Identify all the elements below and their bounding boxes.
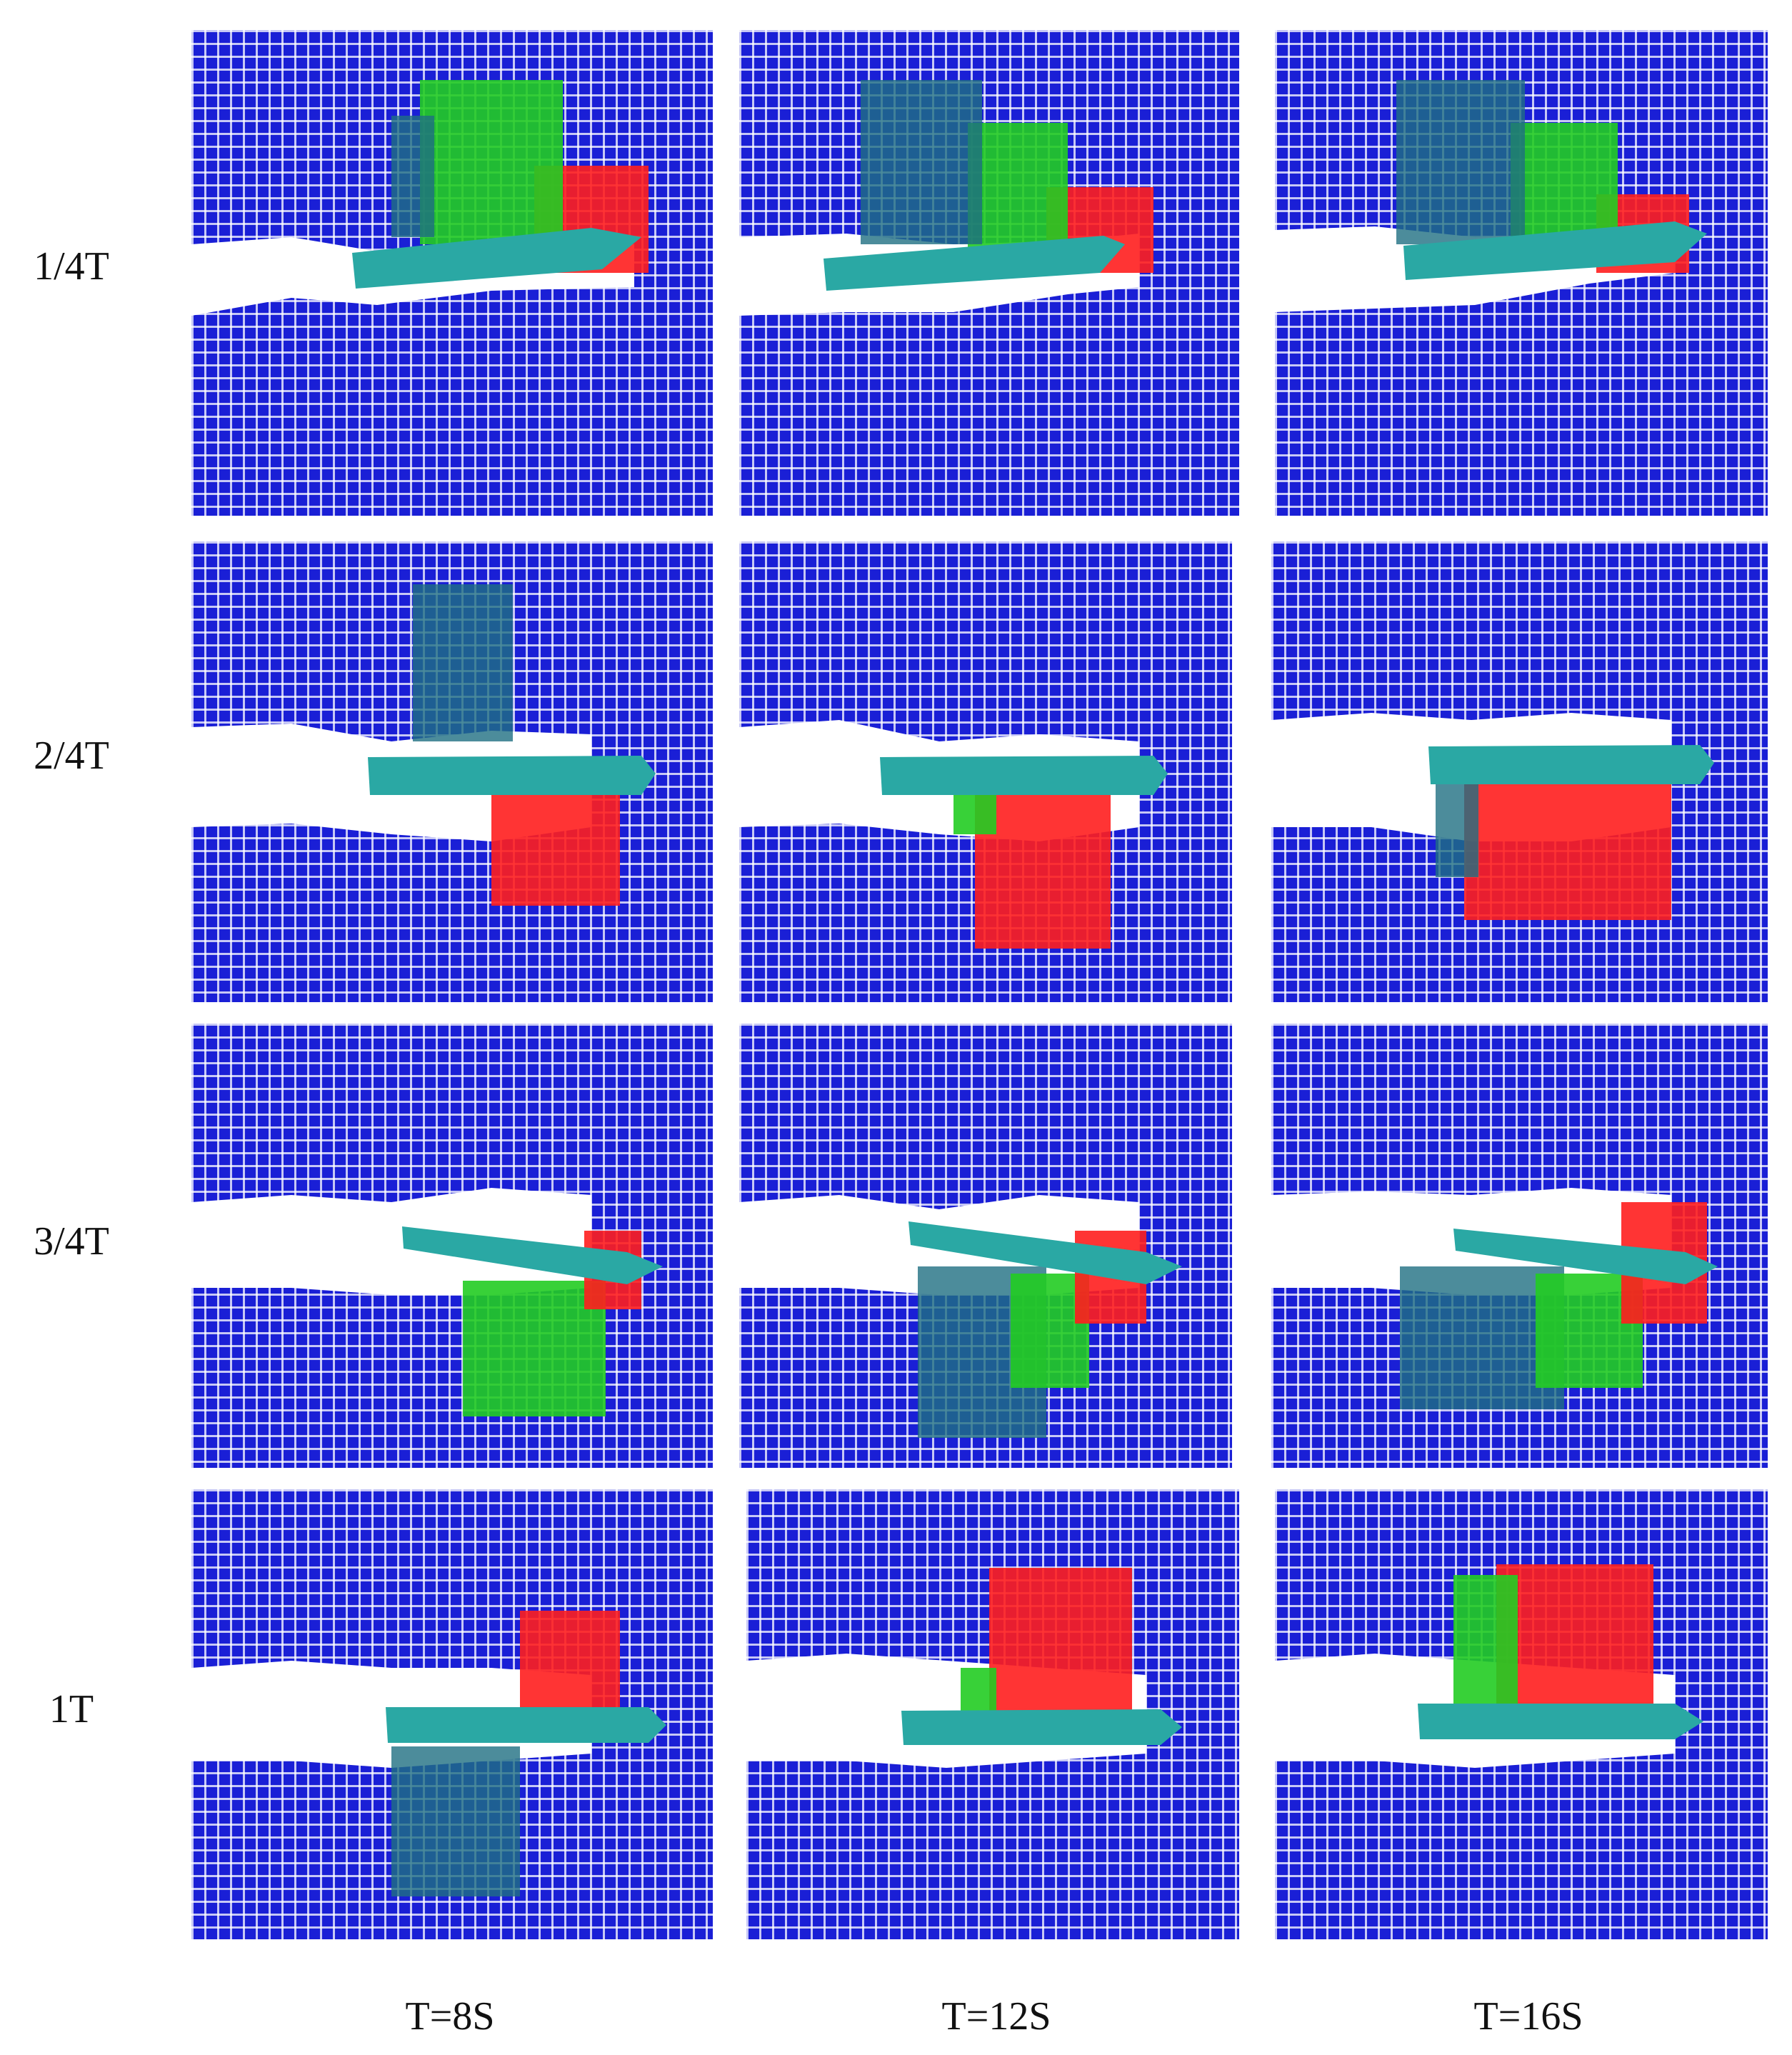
- ship-hull: [824, 236, 1125, 291]
- panel-r1c1: [191, 30, 713, 516]
- col-label-t8: T=8S: [405, 1994, 495, 2039]
- row-label-quarter: 1/4T: [34, 244, 109, 289]
- ship-hull: [1428, 745, 1714, 784]
- green-particle-zone: [1511, 123, 1618, 244]
- red-particle-zone: [520, 1611, 620, 1711]
- red-particle-zone: [989, 1568, 1132, 1718]
- ship-hull: [901, 1709, 1182, 1745]
- ship-hull: [1403, 221, 1707, 280]
- dark-teal-particle-zone: [391, 116, 434, 237]
- red-particle-zone: [1464, 777, 1671, 920]
- ship-hull: [386, 1707, 666, 1743]
- dark-teal-particle-zone: [1396, 80, 1525, 244]
- panel-r2c3: [1271, 541, 1768, 1002]
- green-particle-zone: [968, 123, 1068, 259]
- panel-r4c1: [191, 1489, 713, 1939]
- col-label-t12: T=12S: [941, 1994, 1051, 2039]
- red-particle-zone: [1496, 1564, 1653, 1714]
- green-particle-zone: [961, 1668, 996, 1711]
- green-particle-zone: [1453, 1575, 1518, 1704]
- red-particle-zone: [975, 791, 1111, 949]
- row-label-full: 1T: [49, 1687, 94, 1731]
- green-particle-zone: [420, 80, 563, 244]
- ship-hull: [1418, 1704, 1703, 1739]
- col-label-t16: T=16S: [1473, 1994, 1583, 2039]
- green-particle-zone: [463, 1281, 606, 1416]
- dark-teal-particle-zone: [861, 80, 982, 244]
- panel-r2c1: [191, 541, 713, 1002]
- panel-r3c2: [739, 1024, 1232, 1468]
- dark-teal-particle-zone: [1436, 777, 1478, 877]
- panel-r2c2: [739, 541, 1232, 1002]
- row-label-three-quarter: 3/4T: [34, 1219, 109, 1264]
- dark-teal-particle-zone: [391, 1746, 520, 1896]
- ship-hull: [1453, 1229, 1718, 1284]
- panel-r3c1: [191, 1024, 713, 1468]
- green-particle-zone: [953, 791, 996, 834]
- dark-teal-particle-zone: [413, 584, 513, 741]
- ship-hull: [880, 756, 1168, 795]
- red-particle-zone: [491, 784, 620, 906]
- ship-hull: [352, 228, 641, 289]
- panel-r4c2: [746, 1489, 1239, 1939]
- panel-r3c3: [1271, 1024, 1768, 1468]
- ship-hull: [368, 756, 656, 795]
- ship-hull: [402, 1226, 663, 1284]
- ship-hull: [908, 1221, 1182, 1284]
- panel-r1c2: [739, 30, 1239, 516]
- panel-r4c3: [1275, 1489, 1768, 1939]
- wake-region: [191, 1188, 591, 1295]
- row-label-half: 2/4T: [34, 734, 109, 778]
- panel-r1c3: [1275, 30, 1768, 516]
